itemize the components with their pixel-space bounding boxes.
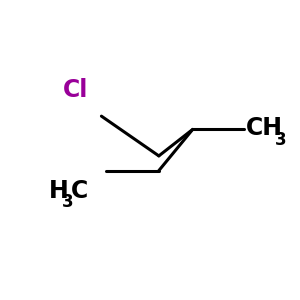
Text: CH: CH bbox=[246, 116, 283, 140]
Text: H: H bbox=[48, 179, 68, 203]
Text: C: C bbox=[70, 179, 88, 203]
Text: 3: 3 bbox=[275, 131, 287, 149]
Text: Cl: Cl bbox=[63, 78, 88, 102]
Text: 3: 3 bbox=[62, 193, 73, 211]
